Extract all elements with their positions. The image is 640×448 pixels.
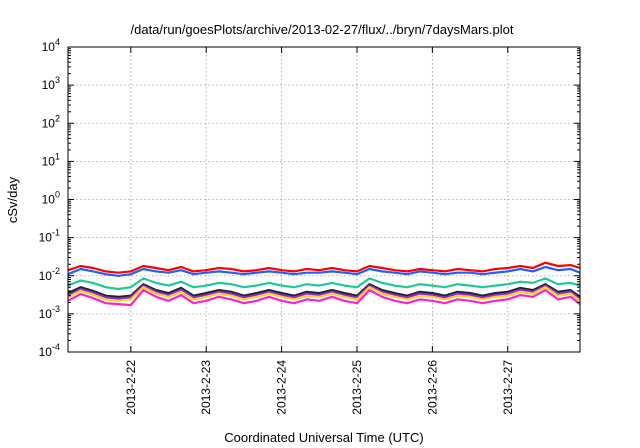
- series-lines: [67, 261, 581, 307]
- y-tick-label: 10-1: [39, 228, 60, 245]
- y-tick-label: 10-3: [39, 304, 60, 321]
- y-tick-label: 10-4: [39, 342, 60, 359]
- x-tick-label: 2013-2-25: [350, 360, 364, 415]
- x-tick-label: 2013-2-27: [501, 360, 515, 415]
- y-axis: 10-4 10-3 10-2 10-1 100 101 102 103 104: [39, 37, 580, 359]
- x-tick-label: 2013-2-23: [199, 360, 213, 415]
- y-axis-title: cSv/day: [5, 176, 20, 223]
- x-axis: 2013-2-22 2013-2-23 2013-2-24 2013-2-25 2013…: [124, 47, 515, 415]
- series-line-1: [67, 261, 581, 274]
- x-tick-label: 2013-2-26: [425, 360, 439, 415]
- series-line-7: [67, 289, 581, 307]
- x-axis-title: Coordinated Universal Time (UTC): [224, 430, 423, 445]
- grid-lines: [68, 47, 580, 352]
- series-line-6: [67, 286, 581, 302]
- x-tick-label: 2013-2-24: [275, 360, 289, 415]
- series-line-2: [67, 265, 581, 277]
- chart-title: /data/run/goesPlots/archive/2013-02-27/f…: [131, 22, 514, 37]
- x-tick-label: 2013-2-22: [124, 360, 138, 415]
- y-tick-label: 104: [42, 37, 60, 54]
- y-tick-label: 100: [42, 190, 60, 207]
- series-line-5: [67, 284, 581, 300]
- series-line-3: [67, 277, 581, 291]
- y-tick-label: 103: [42, 75, 60, 92]
- y-tick-label: 101: [42, 151, 60, 168]
- y-tick-label: 102: [42, 113, 60, 130]
- series-line-4: [67, 283, 581, 298]
- y-tick-label: 10-2: [39, 266, 60, 283]
